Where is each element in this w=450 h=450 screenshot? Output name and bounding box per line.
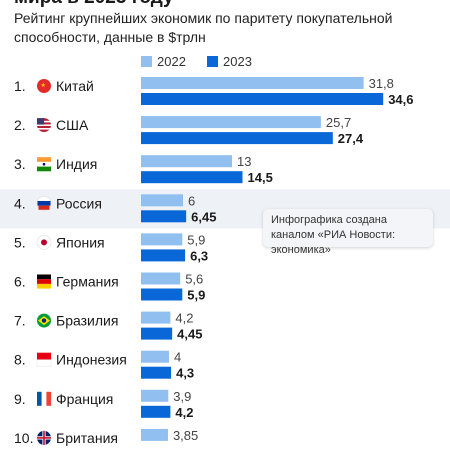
usa-flag-canton-icon [37, 118, 44, 125]
country-label: Германия [56, 274, 119, 290]
value-label-2023: 4,3 [176, 366, 194, 381]
germany-flag-icon [37, 274, 51, 280]
germany-flag-gold-icon [37, 283, 51, 289]
usa-flag-stripe-icon [37, 128, 51, 130]
bar-2022-8 [141, 350, 169, 363]
country-label: Япония [56, 234, 105, 250]
chart-subtitle: Рейтинг крупнейших экономик по паритету … [14, 10, 393, 45]
india-flag-wheel-icon [42, 162, 46, 166]
country-label: Индия [56, 156, 97, 172]
value-label-2022: 4,2 [175, 311, 193, 326]
bar-2022-10 [141, 428, 168, 441]
bar-2022-5 [141, 233, 183, 246]
legend-item-2022: 2022 [141, 53, 186, 71]
rank-number: 1. [14, 78, 26, 94]
bar-2022-4 [141, 194, 183, 207]
value-label-2022: 6 [188, 193, 195, 208]
indonesia-flag-white-icon [36, 359, 52, 367]
india-flag-icon [37, 157, 51, 162]
value-label-2022: 4 [174, 350, 181, 365]
bar-2022-2 [141, 116, 321, 129]
uk-flag-red-v-icon [43, 430, 45, 445]
usa-flag-stripe-icon [37, 124, 51, 126]
rank-number: 9. [14, 391, 26, 407]
bar-2023-5 [141, 249, 186, 262]
russia-flag-blue-icon [37, 201, 51, 206]
value-label-2022: 3,9 [173, 389, 191, 404]
rank-number: 6. [14, 274, 26, 290]
value-label-2022: 31,8 [369, 76, 394, 91]
value-label-2023: 14,5 [248, 170, 273, 185]
country-label: Франция [56, 391, 113, 407]
country-label: Британия [56, 430, 118, 446]
rank-number: 3. [14, 156, 26, 172]
value-label-2022: 5,9 [187, 232, 205, 247]
value-label-2023: 6,3 [190, 248, 208, 263]
source-tooltip: Инфографика создана каналом «РИА Новости… [263, 209, 433, 256]
bar-2022-3 [141, 155, 232, 168]
legend-swatch-2023 [207, 56, 218, 67]
value-label-2023: 34,6 [388, 92, 413, 107]
value-label-2023: 6,45 [191, 209, 216, 224]
bar-2023-7 [141, 327, 173, 340]
indonesia-flag-icon [37, 352, 51, 360]
bar-2022-1 [141, 77, 364, 89]
brazil-flag-globe-icon [41, 318, 47, 323]
value-label-2022: 5,6 [185, 272, 203, 287]
rank-number: 2. [14, 117, 26, 133]
value-label-2022: 3,85 [173, 428, 198, 443]
bar-2022-9 [141, 389, 169, 402]
bar-2023-9 [141, 405, 171, 418]
rank-number: 10. [14, 430, 33, 446]
bar-2022-6 [141, 272, 181, 285]
india-flag-green-icon [37, 166, 51, 172]
legend-item-2023: 2023 [207, 53, 252, 71]
value-label-2023: 27,4 [338, 131, 364, 146]
china-flag-star-icon: ★ [41, 82, 46, 89]
legend-label-2022: 2022 [157, 54, 186, 69]
bar-2023-4 [141, 210, 187, 223]
bar-2023-2 [141, 132, 333, 145]
country-label: Бразилия [56, 313, 118, 329]
france-flag-icon [37, 391, 42, 406]
value-label-2023: 5,9 [187, 288, 205, 303]
bar-2022-7 [141, 311, 171, 324]
bar-2023-3 [141, 171, 243, 184]
germany-flag-red-icon [37, 279, 51, 284]
value-label-2023: 4,2 [175, 405, 193, 420]
bar-2023-8 [141, 366, 172, 379]
china-flag-icon [37, 79, 51, 93]
rank-number: 4. [14, 195, 26, 211]
country-label: США [56, 117, 89, 133]
country-label: Китай [56, 78, 94, 94]
rank-number: 5. [14, 234, 26, 250]
russia-flag-red-icon [38, 205, 50, 210]
rank-number: 7. [14, 313, 26, 329]
legend-swatch-2022 [141, 56, 152, 67]
value-label-2022: 13 [237, 154, 251, 169]
france-flag-white-icon [41, 391, 47, 406]
legend-label-2023: 2023 [223, 54, 252, 69]
value-label-2022: 25,7 [326, 115, 351, 130]
france-flag-red-icon [46, 391, 52, 406]
rank-number: 8. [14, 352, 26, 368]
country-label: Индонезия [56, 352, 127, 368]
japan-flag-sun-icon [41, 239, 47, 246]
bar-2023-6 [141, 288, 183, 301]
page-title: мира в 2023 году [14, 0, 174, 9]
value-label-2023: 4,45 [177, 327, 202, 342]
country-label: Россия [56, 195, 102, 211]
bar-2023-1 [141, 93, 384, 105]
